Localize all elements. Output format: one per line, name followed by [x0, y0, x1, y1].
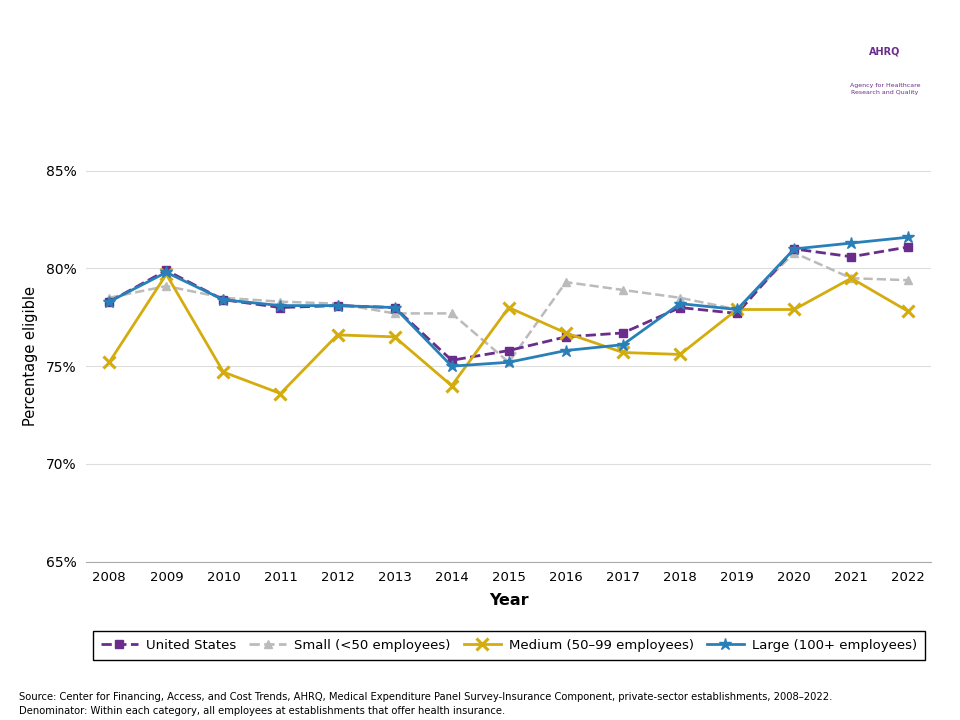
- FancyBboxPatch shape: [811, 6, 960, 131]
- Text: Denominator: Within each category, all employees at establishments that offer he: Denominator: Within each category, all e…: [19, 706, 506, 716]
- Text: Source: Center for Financing, Access, and Cost Trends, AHRQ, Medical Expenditure: Source: Center for Financing, Access, an…: [19, 692, 832, 702]
- X-axis label: Year: Year: [489, 593, 529, 608]
- Y-axis label: Percentage eligible: Percentage eligible: [23, 287, 37, 426]
- Text: Figure 4. Eligibility rate:  Percentage of private-sector employees
eligible for: Figure 4. Eligibility rate: Percentage o…: [64, 29, 761, 102]
- Text: Agency for Healthcare
Research and Quality: Agency for Healthcare Research and Quali…: [850, 84, 921, 94]
- Legend: United States, Small (<50 employees), Medium (50–99 employees), Large (100+ empl: United States, Small (<50 employees), Me…: [93, 631, 924, 660]
- Text: AHRQ: AHRQ: [870, 47, 900, 57]
